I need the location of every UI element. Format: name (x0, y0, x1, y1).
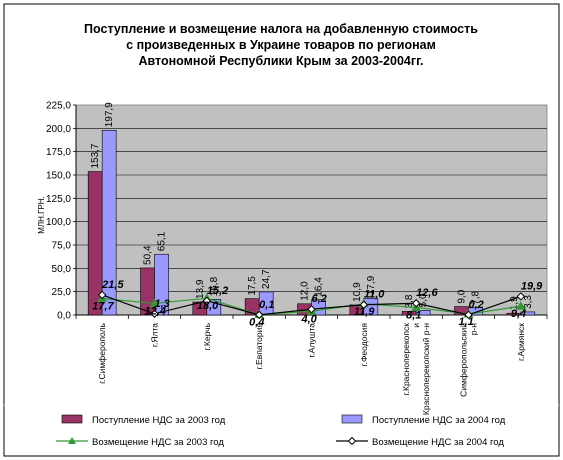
series-point (359, 300, 369, 309)
bar (101, 129, 117, 316)
bar-value-label: 3,8 (404, 294, 415, 308)
category-label: г.Алушта (307, 323, 317, 358)
y-tick-label: 75,0 (52, 241, 72, 252)
bar (154, 253, 169, 316)
legend-label: Возмещение НДС за 2003 год (92, 437, 224, 448)
category-label: г.Евпатория (254, 323, 264, 370)
category-label: г.Симферополь (97, 322, 107, 383)
line-value-label: 1,3 (155, 298, 170, 310)
y-tick-label: 225,0 (46, 101, 71, 112)
series-point (202, 296, 212, 306)
line-value-label: 0,2 (469, 299, 484, 311)
legend-label: Поступление НДС за 2004 год (372, 415, 506, 426)
line-value-label: 11,0 (364, 289, 385, 301)
chart-title: Поступление и возмещение налога на добав… (84, 22, 478, 68)
legend: Поступление НДС за 2003 год Поступление Н… (4, 404, 559, 448)
series-point (254, 310, 264, 320)
chart-title-line: Поступление и возмещение налога на добав… (84, 22, 478, 36)
bar-value-label: 197,9 (104, 102, 115, 127)
category-label: Красноперекопский р-н (421, 323, 431, 415)
bar-value-label: 50,4 (143, 245, 154, 265)
legend-swatch (341, 414, 363, 424)
line-value-label: 0,1 (259, 299, 274, 311)
bar-value-label: 1,9 (509, 296, 520, 310)
y-tick-label: 100,0 (46, 217, 71, 228)
bar (415, 310, 431, 316)
category-label: г.Керчь (202, 322, 212, 350)
y-tick-label: 25,0 (52, 287, 72, 298)
line-value-label: 8,1 (406, 309, 421, 321)
bar (258, 291, 274, 316)
category-label: Симферопольский (459, 323, 469, 397)
line-value-label: 6,2 (312, 293, 327, 305)
line-value-label: 4,0 (301, 313, 318, 325)
category-label: г.Ялта (150, 323, 160, 347)
line-value-label: 12,4 (145, 305, 166, 317)
series-point (150, 309, 159, 318)
bar-value-label: 3,3 (523, 295, 534, 309)
category-label: г.Армянск (516, 323, 526, 361)
y-axis-label: МЛН.ГРН. (37, 196, 46, 234)
bar-value-label: 65,1 (157, 231, 168, 251)
series-point (464, 310, 473, 320)
bar-value-label: 9,0 (457, 289, 468, 303)
line-value-label: 21,5 (101, 279, 124, 291)
line-value-label: 19,9 (521, 280, 543, 292)
series-point (307, 305, 316, 314)
y-tick-label: 125,0 (46, 194, 71, 205)
bar-value-label: 17,9 (366, 275, 377, 295)
legend-label: Возмещение НДС за 2004 год (372, 437, 504, 448)
series-lines: 17,7 12,4 18,0 0,4 4,0 11,9 8,1 1,1 9,4 21,5 1,3 15… (92, 279, 543, 329)
legend-marker (68, 437, 76, 444)
category-label: и (411, 323, 421, 328)
bar-value-label: 153,7 (90, 143, 101, 168)
bar-value-label: 16,4 (314, 277, 325, 297)
line-value-label: 11,9 (354, 306, 375, 318)
legend-marker (347, 436, 357, 446)
line-value-label: 12,6 (416, 287, 438, 299)
y-tick-label: 0,0 (57, 311, 71, 322)
line-value-label: 9,4 (511, 308, 526, 320)
category-label: р-н (469, 323, 479, 336)
line-value-label: 1,1 (459, 316, 474, 328)
y-axis: 0,0 25,0 50,0 75,0 100,0 125,0 150,0 175,0 200,0… (46, 101, 548, 322)
y-tick-label: 150,0 (46, 171, 71, 182)
category-label: г.Красноперекопск (401, 323, 411, 396)
line-value-label: 15,2 (207, 285, 228, 297)
series-point (97, 290, 107, 300)
line-value-label: 17,7 (92, 300, 114, 312)
series-point (411, 299, 421, 308)
bar-value-label: 17,5 (247, 276, 258, 296)
bar-value-label: 7,8 (471, 290, 482, 304)
line-value-label: 18,0 (197, 300, 219, 312)
y-tick-label: 50,0 (52, 264, 72, 275)
bar-value-label: 16,8 (209, 276, 220, 296)
legend-label: Поступление НДС за 2003 год (92, 415, 226, 426)
series-point (149, 298, 160, 307)
bar-value-label: 12,0 (300, 281, 311, 301)
legend-swatch (61, 414, 83, 424)
bar-value-label: 10,9 (352, 282, 363, 302)
bar-value-label: 13,9 (195, 279, 206, 299)
chart-title-line: с произведенных в Украине товаров по рег… (126, 38, 436, 52)
bar (520, 311, 536, 316)
chart-title-line: Автономной Республики Крым за 2003-2004г… (138, 54, 423, 68)
bar-value-label: 24,7 (261, 269, 272, 289)
x-axis-labels: г.Симферополь г.Ялта г.Керчь г.Евпатория г.А… (97, 322, 526, 415)
series-point (516, 292, 526, 301)
series-point (515, 301, 526, 310)
y-tick-label: 175,0 (46, 147, 71, 158)
category-label: г.Феодосия (359, 323, 369, 367)
bar-value-label: 5,0 (418, 293, 429, 307)
y-tick-label: 200,0 (46, 124, 71, 135)
line-value-label: 0,4 (249, 317, 264, 329)
